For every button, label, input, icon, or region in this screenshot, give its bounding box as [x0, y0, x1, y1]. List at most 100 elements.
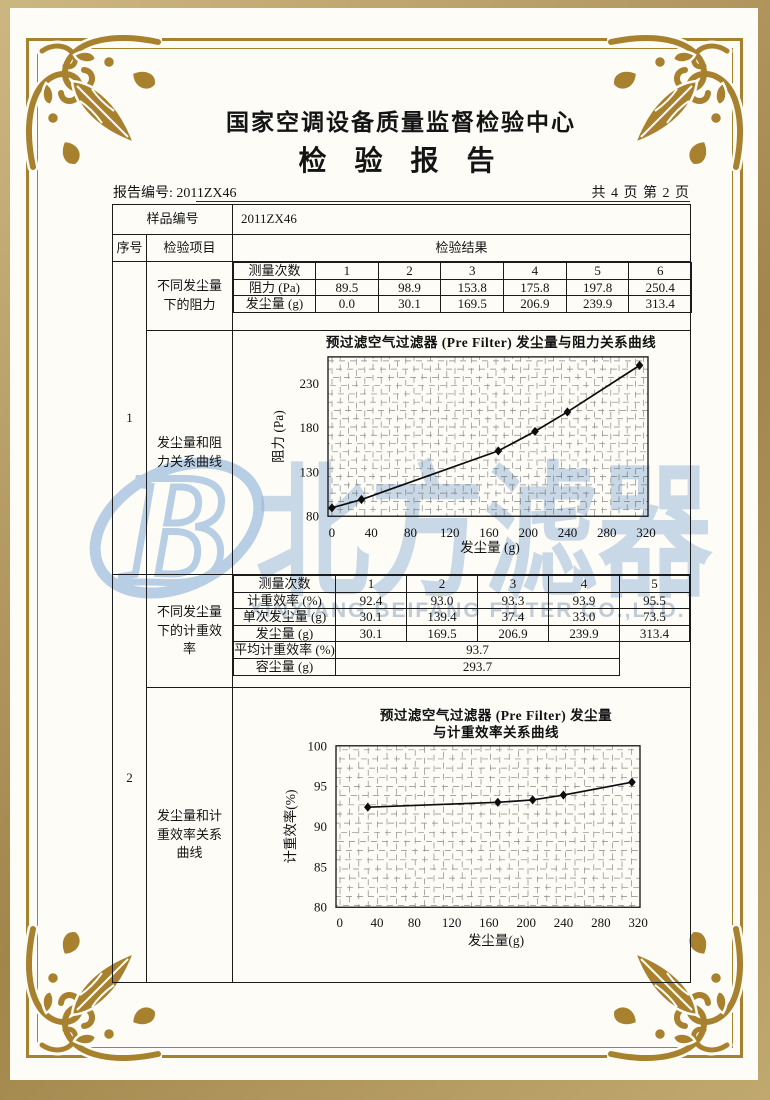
report-number: 报告编号: 2011ZX46: [113, 182, 237, 202]
svg-text:120: 120: [442, 915, 461, 930]
value-cell: 73.5: [619, 608, 691, 626]
value-cell: 30.1: [335, 608, 408, 626]
svg-text:40: 40: [371, 915, 384, 930]
table-row: 发尘量 (g) 30.1 169.5 206.9 239.9 313.4: [233, 624, 691, 643]
report-title: 检 验 报 告: [298, 146, 504, 177]
value-cell: 2: [377, 262, 442, 280]
value-cell: 1: [315, 262, 379, 280]
svg-text:85: 85: [314, 859, 327, 874]
svg-text:40: 40: [365, 525, 378, 540]
svg-text:160: 160: [479, 525, 498, 540]
svg-text:与计重效率关系曲线: 与计重效率关系曲线: [433, 724, 559, 740]
table-row: 发尘量 (g) 0.0 30.1 169.5 206.9 239.9 313.4: [233, 295, 692, 313]
svg-text:预过滤空气过滤器 (Pre Filter) 发尘量与阻力关系: 预过滤空气过滤器 (Pre Filter) 发尘量与阻力关系曲线: [326, 334, 656, 350]
value-cell: 153.8: [440, 278, 505, 297]
corner-ornament-top-left-icon: [23, 32, 162, 171]
value-cell: 239.9: [548, 624, 621, 643]
svg-text:90: 90: [314, 819, 327, 834]
table-row: 计重效率 (%) 92.4 93.0 93.3 93.9 95.5: [233, 591, 691, 610]
svg-text:80: 80: [408, 915, 421, 930]
table-row: 平均计重效率 (%) 93.7: [233, 641, 690, 659]
resistance-data-table: 测量次数 1 2 3 4 5 6 阻力 (Pa) 89.5 98.9 153.8 175.8 197.8…: [233, 262, 692, 313]
item-efficiency-curve-cell: 发尘量和计重效率关系曲线: [145, 687, 234, 983]
corner-ornament-bottom-left-icon: [23, 925, 162, 1064]
value-cell: 250.4: [628, 278, 692, 297]
svg-text:0: 0: [336, 915, 342, 930]
row-label-cell: 发尘量 (g): [233, 295, 317, 313]
efficiency-data-table: 测量次数 1 2 3 4 5 计重效率 (%) 92.4 93.0 93.3 93.9 95.5 单次发…: [233, 575, 691, 676]
value-cell: 175.8: [503, 278, 567, 297]
value-cell: 5: [619, 575, 691, 593]
svg-text:130: 130: [300, 464, 319, 479]
row-label-cell: 容尘量 (g): [233, 657, 337, 676]
value-cell: 3: [440, 262, 505, 280]
svg-text:200: 200: [517, 915, 536, 930]
table-row: 容尘量 (g) 293.7: [233, 657, 690, 676]
item-resistance-curve-cell: 发尘量和阻力关系曲线: [145, 330, 234, 575]
svg-text:80: 80: [306, 509, 319, 524]
table-row: 测量次数 1 2 3 4 5 6: [233, 262, 692, 280]
svg-text:240: 240: [554, 915, 573, 930]
value-cell: 93.7: [335, 641, 621, 659]
svg-text:180: 180: [300, 420, 319, 435]
corner-ornament-top-right-icon: [607, 32, 746, 171]
report-no-label: 报告编号:: [113, 186, 173, 201]
result-header-cell: 检验结果: [232, 234, 692, 262]
resistance-chart: 0 40 80 120 160 200 240 280 320 80 130 180 230 预过滤空气过…: [271, 334, 656, 555]
value-cell: 33.0: [548, 608, 621, 626]
value-cell: 93.3: [477, 591, 550, 610]
value-cell: 93.0: [406, 591, 479, 610]
value-cell: 1: [335, 575, 408, 593]
svg-text:120: 120: [440, 525, 459, 540]
value-cell: 2: [406, 575, 479, 593]
svg-text:95: 95: [314, 779, 327, 794]
value-cell: 293.7: [335, 657, 621, 676]
value-cell: 239.9: [565, 295, 630, 313]
row-label-cell: 单次发尘量 (g): [233, 608, 337, 626]
meta-row: 报告编号: 2011ZX46 共 4 页 第 2 页: [112, 182, 690, 202]
svg-text:280: 280: [597, 525, 616, 540]
svg-text:280: 280: [591, 915, 610, 930]
seq-1-cell: 1: [112, 261, 147, 575]
row-label-cell: 测量次数: [233, 575, 337, 593]
item-header-cell: 检验项目: [145, 234, 234, 262]
value-cell: 93.9: [548, 591, 621, 610]
svg-text:发尘量(g): 发尘量(g): [468, 933, 524, 948]
value-cell: 169.5: [406, 624, 479, 643]
value-cell: 206.9: [503, 295, 567, 313]
row-label-cell: 测量次数: [233, 262, 317, 280]
row-label-cell: 发尘量 (g): [233, 624, 337, 643]
svg-text:320: 320: [636, 525, 655, 540]
value-cell: 95.5: [619, 591, 691, 610]
seq-2-cell: 2: [112, 574, 147, 983]
table-row: 阻力 (Pa) 89.5 98.9 153.8 175.8 197.8 250.4: [233, 278, 692, 297]
value-cell: 313.4: [628, 295, 692, 313]
sample-label-cell: 样品编号: [111, 204, 234, 235]
report-no-value: 2011ZX46: [176, 186, 237, 201]
svg-text:预过滤空气过滤器 (Pre Filter) 发尘量: 预过滤空气过滤器 (Pre Filter) 发尘量: [380, 707, 612, 723]
value-cell: 169.5: [440, 295, 505, 313]
value-cell: 6: [628, 262, 692, 280]
value-cell: 313.4: [619, 624, 691, 643]
svg-text:0: 0: [329, 525, 335, 540]
item-resistance-cell: 不同发尘量下的阻力: [145, 261, 234, 331]
value-cell: 206.9: [477, 624, 550, 643]
gold-frame-inner: [37, 48, 733, 1048]
value-cell: 98.9: [377, 278, 442, 297]
center-name-title: 国家空调设备质量监督检验中心: [226, 110, 576, 135]
svg-text:80: 80: [314, 900, 327, 915]
svg-text:240: 240: [558, 525, 577, 540]
table-row: 测量次数 1 2 3 4 5: [233, 575, 691, 593]
seq-header-cell: 序号: [112, 234, 147, 262]
page-info: 共 4 页 第 2 页: [591, 186, 690, 201]
table-row: 单次发尘量 (g) 30.1 139.4 37.4 33.0 73.5: [233, 608, 691, 626]
value-cell: 0.0: [315, 295, 379, 313]
svg-text:计重效率(%): 计重效率(%): [282, 790, 298, 864]
value-cell: 30.1: [377, 295, 442, 313]
efficiency-chart: 0 40 80 120 160 200 240 280 320 80 85 90 95 100 预过滤空气过…: [282, 707, 648, 948]
value-cell: 197.8: [565, 278, 630, 297]
svg-text:230: 230: [300, 376, 319, 391]
row-label-cell: 计重效率 (%): [233, 591, 337, 610]
value-cell: 3: [477, 575, 550, 593]
